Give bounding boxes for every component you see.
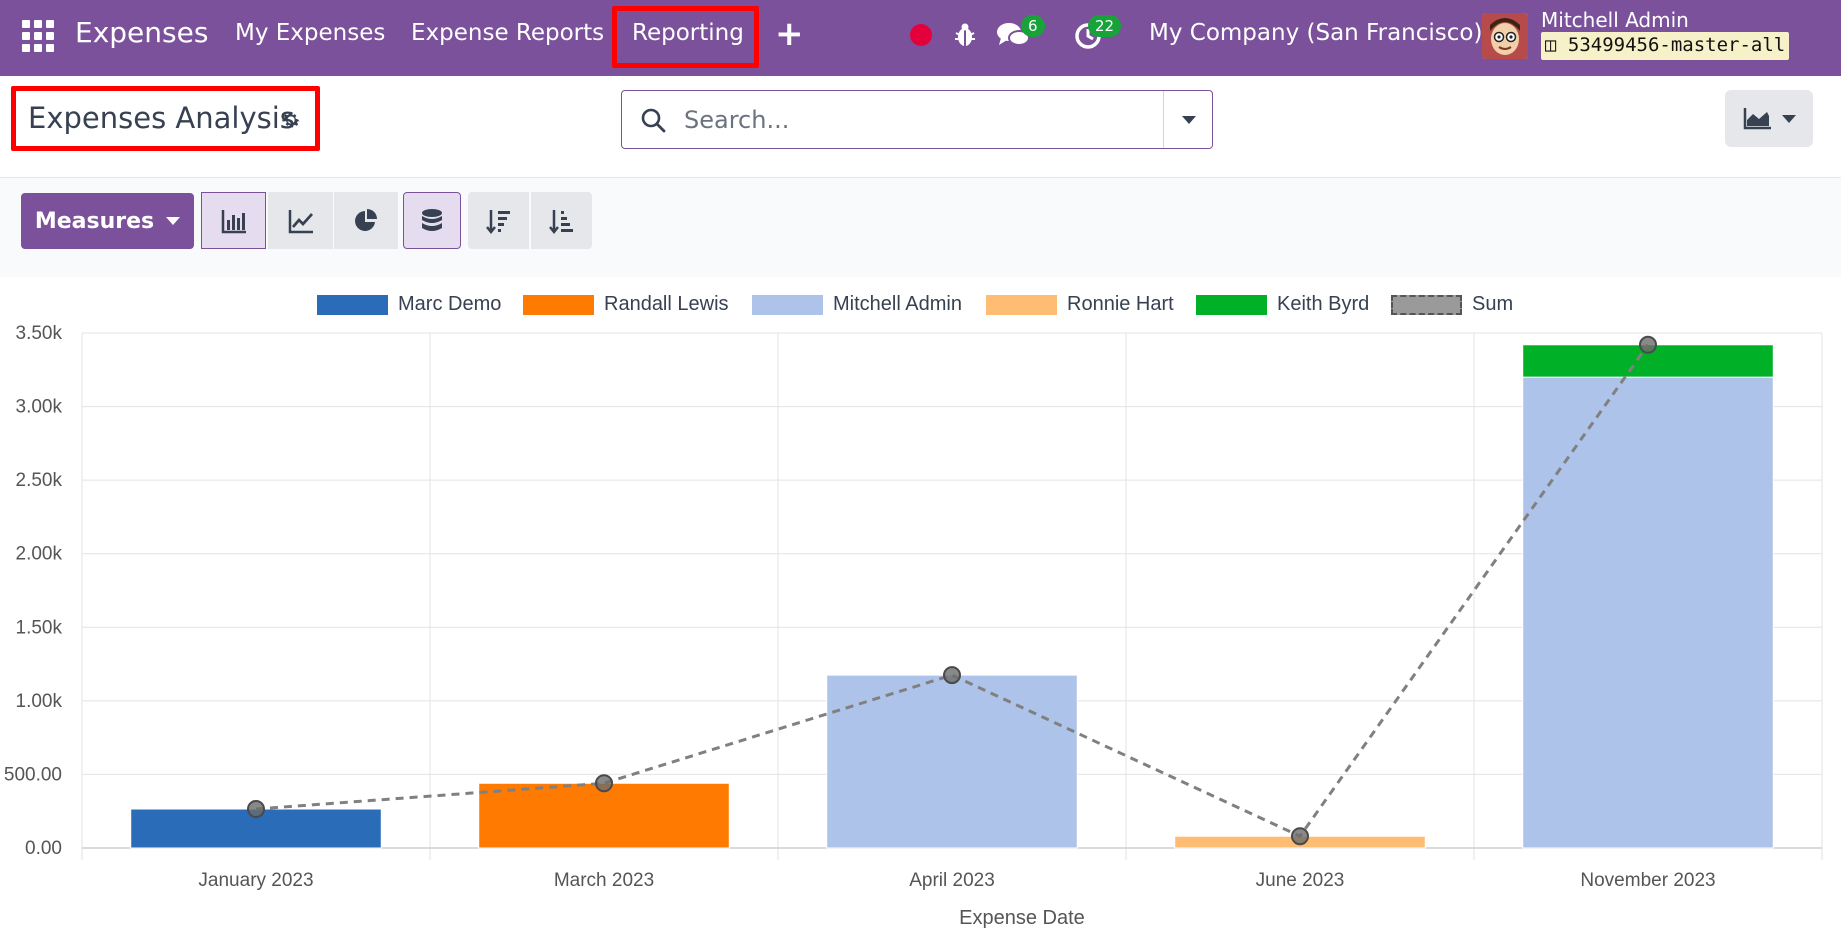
y-tick-label: 500.00 <box>4 764 62 785</box>
search-input[interactable] <box>684 101 1084 139</box>
measures-button[interactable]: Measures <box>21 193 194 249</box>
database-name: ◫ 53499456-master-all <box>1541 32 1790 60</box>
chevron-down-icon <box>1182 116 1196 124</box>
x-tick-label: April 2023 <box>909 870 995 891</box>
chat-icon[interactable] <box>996 20 1030 50</box>
x-tick-label: March 2023 <box>554 870 654 891</box>
y-tick-label: 1.50k <box>16 617 63 638</box>
y-tick-label: 2.00k <box>16 544 63 565</box>
activity-count-badge: 22 <box>1088 15 1122 37</box>
sort-descending-button[interactable] <box>468 192 529 249</box>
graph-view-switcher[interactable] <box>1725 90 1813 147</box>
expenses-bar-chart: 0.00 500.00 1.00k 1.50k 2.00k 2.50k 3.00k 3.50k… <box>4 323 1823 929</box>
legend-label[interactable]: Randall Lewis <box>604 293 729 315</box>
sort-ascending-button[interactable] <box>531 192 592 249</box>
sort-ascending-icon <box>548 209 573 234</box>
reporting-highlight-box <box>612 6 759 68</box>
search-options-toggle[interactable] <box>1163 91 1213 148</box>
legend-label[interactable]: Mitchell Admin <box>833 293 962 315</box>
sort-descending-icon <box>485 209 510 234</box>
area-chart-icon <box>1743 108 1771 130</box>
top-navbar: Expenses My Expenses Expense Reports Rep… <box>0 0 1841 76</box>
title-highlight-box <box>11 86 320 151</box>
user-name[interactable]: Mitchell Admin <box>1541 8 1689 32</box>
sum-point <box>595 774 613 793</box>
legend-swatch[interactable] <box>1196 295 1267 315</box>
gear-icon[interactable] <box>280 109 302 131</box>
bug-icon[interactable] <box>953 22 977 48</box>
y-tick-label: 1.00k <box>16 691 63 712</box>
legend-label[interactable]: Marc Demo <box>398 293 502 315</box>
record-dot-icon[interactable] <box>910 24 932 46</box>
app-name[interactable]: Expenses <box>75 16 209 49</box>
chevron-down-icon <box>166 217 181 225</box>
pie-chart-button[interactable] <box>334 192 398 249</box>
line-chart-button[interactable] <box>268 192 333 249</box>
legend-label[interactable]: Keith Byrd <box>1277 293 1370 315</box>
sum-point <box>943 666 961 685</box>
bar-chart-button[interactable] <box>201 192 266 249</box>
sum-point <box>247 800 265 819</box>
bar-segment <box>826 674 1078 849</box>
line-chart-icon <box>288 209 313 233</box>
company-switcher[interactable]: My Company (San Francisco) <box>1149 20 1483 46</box>
x-axis-title: Expense Date <box>959 907 1085 929</box>
page-title[interactable]: Expenses Analysis <box>28 101 295 135</box>
database-icon: ◫ <box>1545 34 1568 56</box>
legend-swatch[interactable] <box>752 295 823 315</box>
y-tick-label: 0.00 <box>25 838 62 859</box>
x-tick-label: January 2023 <box>198 870 313 891</box>
user-avatar[interactable] <box>1482 13 1528 59</box>
bar-segment <box>478 782 730 849</box>
legend-swatch[interactable] <box>523 295 594 315</box>
pie-chart-icon <box>355 208 377 231</box>
chevron-down-icon <box>1782 115 1796 123</box>
legend-label[interactable]: Sum <box>1472 293 1514 315</box>
legend-swatch[interactable] <box>1391 295 1462 315</box>
stacked-button[interactable] <box>403 192 461 249</box>
y-tick-label: 2.50k <box>16 470 63 491</box>
search-icon <box>641 108 666 133</box>
bar-segment <box>1522 376 1774 849</box>
measures-label: Measures <box>34 208 155 234</box>
y-tick-label: 3.00k <box>16 397 63 418</box>
menu-reporting[interactable]: Reporting <box>632 20 744 46</box>
legend-swatch[interactable] <box>986 295 1057 315</box>
legend-label[interactable]: Ronnie Hart <box>1067 293 1174 315</box>
x-tick-label: June 2023 <box>1256 870 1345 891</box>
y-tick-label: 3.50k <box>16 323 63 344</box>
x-tick-label: November 2023 <box>1580 870 1715 891</box>
plus-icon[interactable]: + <box>775 14 804 54</box>
chat-count-badge: 6 <box>1021 15 1045 37</box>
legend-swatch[interactable] <box>317 295 388 315</box>
sum-point <box>1639 335 1657 354</box>
menu-expense-reports[interactable]: Expense Reports <box>411 20 605 46</box>
menu-my-expenses[interactable]: My Expenses <box>235 20 386 46</box>
sum-point <box>1291 827 1309 846</box>
bar-chart-icon <box>221 209 246 233</box>
search-bar <box>621 90 1213 149</box>
app-menu-icon[interactable] <box>22 20 54 52</box>
stacked-icon <box>422 208 442 231</box>
